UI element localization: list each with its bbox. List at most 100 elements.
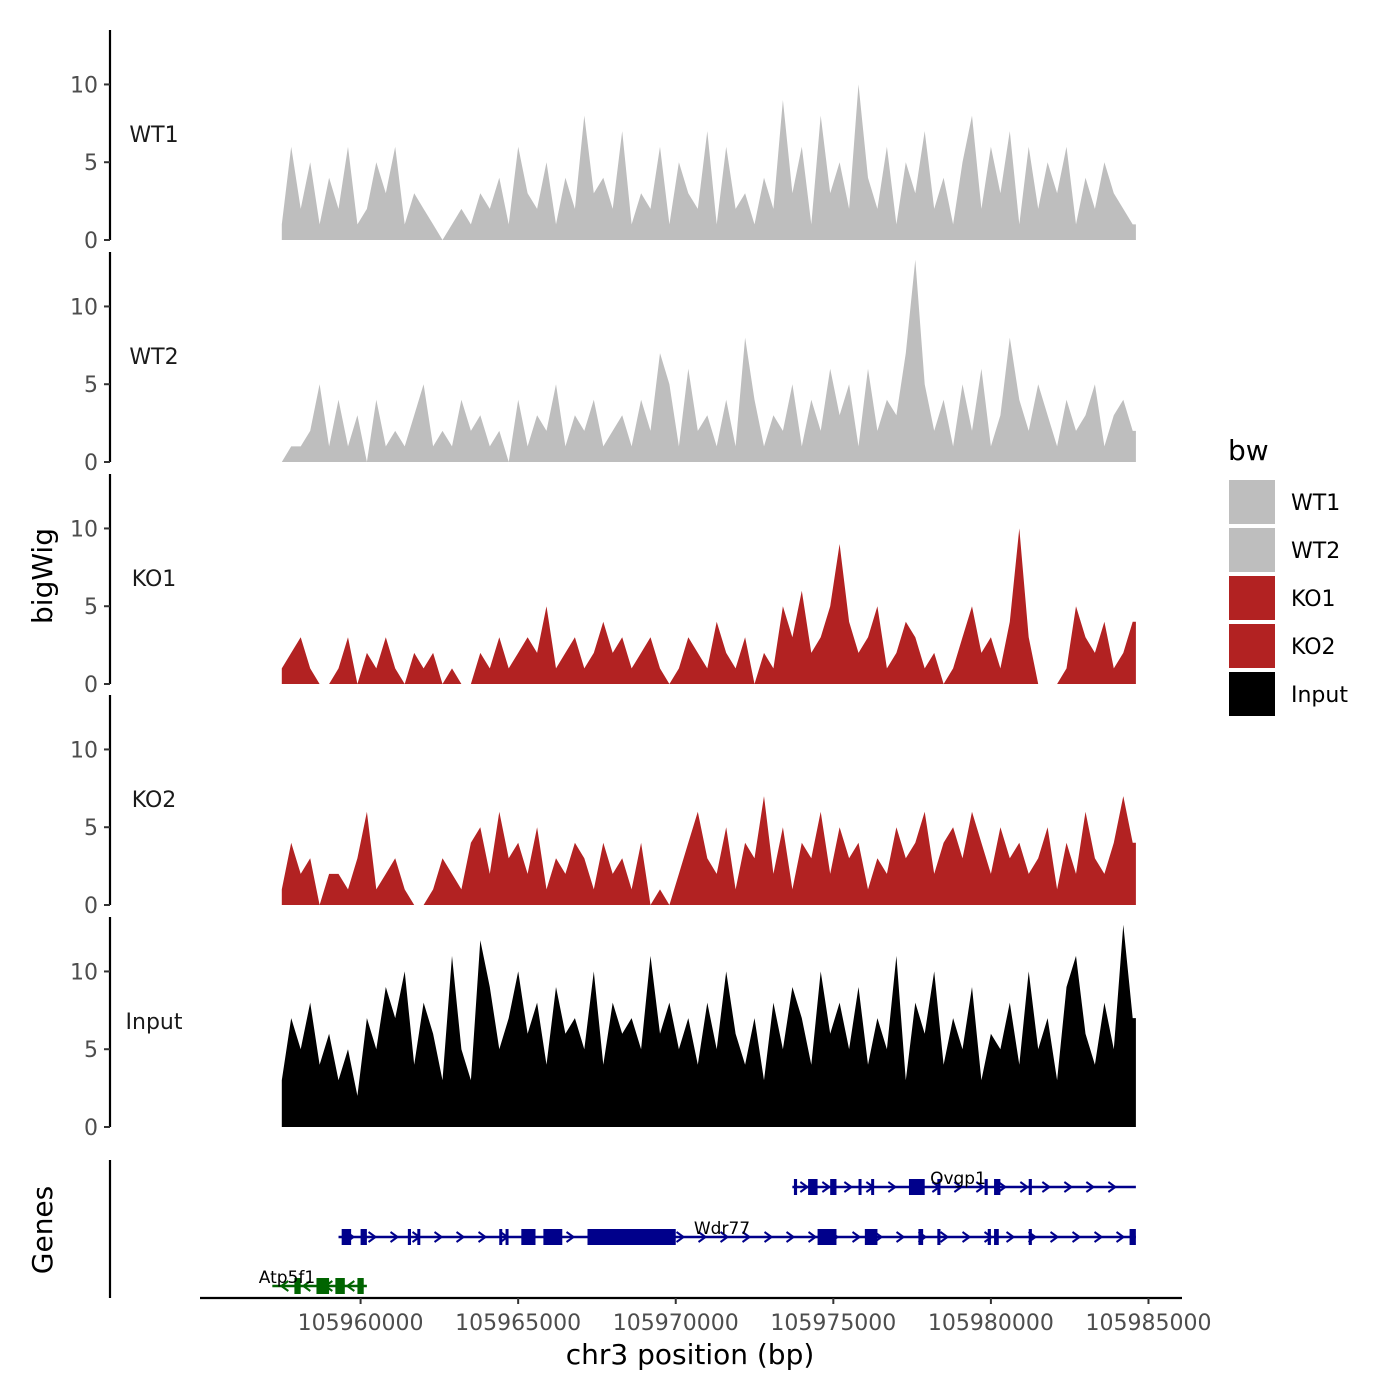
gene-exon bbox=[937, 1229, 941, 1245]
legend-label: KO1 bbox=[1291, 587, 1336, 612]
x-tick-label: 105980000 bbox=[928, 1311, 1054, 1336]
gene-exon bbox=[994, 1229, 999, 1245]
legend-entry-ko1: KO1 bbox=[1229, 576, 1336, 620]
x-axis-title: chr3 position (bp) bbox=[566, 1338, 815, 1371]
gene-exon bbox=[335, 1278, 345, 1294]
legend-entry-input: Input bbox=[1229, 672, 1348, 716]
gene-exon bbox=[987, 1229, 991, 1245]
strand-arrow bbox=[477, 1231, 488, 1243]
strand-arrow bbox=[345, 1280, 355, 1292]
y-tick-label: 5 bbox=[84, 1038, 98, 1063]
y-tick-label: 5 bbox=[84, 595, 98, 620]
gene-label: Ovgp1 bbox=[930, 1169, 986, 1189]
gene-exon bbox=[543, 1229, 563, 1245]
gene-label: Atp5f1 bbox=[259, 1268, 315, 1288]
track-ko1: 0 5 10 KO1 bbox=[70, 474, 1136, 698]
strand-arrow bbox=[1107, 1181, 1118, 1193]
strand-arrow bbox=[1005, 1231, 1016, 1243]
legend-entry-wt2: WT2 bbox=[1229, 528, 1340, 572]
y-tick-label: 10 bbox=[70, 73, 98, 98]
y-tick-label: 10 bbox=[70, 738, 98, 763]
track-ko2: 0 5 10 KO2 bbox=[70, 695, 1136, 919]
legend-swatch bbox=[1229, 576, 1275, 620]
strand-arrow bbox=[953, 1181, 964, 1193]
strand-arrow bbox=[763, 1231, 774, 1243]
strand-arrow bbox=[455, 1231, 466, 1243]
y-tick-label: 10 bbox=[70, 295, 98, 320]
strand-arrow bbox=[1019, 1181, 1030, 1193]
gene-exon bbox=[505, 1229, 509, 1245]
gene-exon bbox=[587, 1229, 676, 1245]
gene-exon bbox=[864, 1229, 878, 1245]
legend-swatch bbox=[1229, 528, 1275, 572]
strand-arrow bbox=[1093, 1231, 1104, 1243]
legend-swatch bbox=[1229, 672, 1275, 716]
gene-exon bbox=[341, 1229, 352, 1245]
x-tick-label: 105965000 bbox=[455, 1311, 581, 1336]
track-wt1: 0 5 10 WT1 bbox=[70, 30, 1136, 254]
gene-exon bbox=[521, 1229, 536, 1245]
strand-arrow bbox=[997, 1181, 1008, 1193]
strand-arrow bbox=[1115, 1231, 1126, 1243]
strand-arrow bbox=[983, 1231, 994, 1243]
x-axis: 105960000 105965000 105970000 105975000 1059… bbox=[200, 1296, 1211, 1336]
legend-label: Input bbox=[1291, 683, 1348, 708]
strand-arrow bbox=[697, 1231, 708, 1243]
strand-arrow bbox=[565, 1231, 576, 1243]
gene-exon bbox=[984, 1179, 988, 1195]
strand-arrow bbox=[821, 1181, 832, 1193]
x-tick-label: 105960000 bbox=[298, 1311, 424, 1336]
y-tick-label: 5 bbox=[84, 151, 98, 176]
track-label: KO1 bbox=[132, 567, 177, 592]
gene-exon bbox=[357, 1278, 364, 1294]
strand-arrow bbox=[433, 1231, 444, 1243]
legend-entry-ko2: KO2 bbox=[1229, 624, 1336, 668]
gene-exon bbox=[1028, 1229, 1032, 1245]
gene-exon bbox=[1129, 1229, 1136, 1245]
strand-arrow bbox=[719, 1231, 730, 1243]
track-label: Input bbox=[126, 1010, 183, 1035]
track-input: 0 5 10 Input bbox=[70, 917, 1136, 1141]
gene-exon bbox=[499, 1229, 503, 1245]
gene-exon bbox=[908, 1179, 925, 1195]
legend-title: bw bbox=[1228, 434, 1269, 467]
track-label: WT2 bbox=[129, 345, 178, 370]
strand-arrow bbox=[887, 1181, 898, 1193]
gene-ovgp1: Ovgp1 bbox=[792, 1169, 1136, 1195]
y-axis-title: bigWig bbox=[26, 528, 59, 624]
strand-arrow bbox=[799, 1181, 810, 1193]
gene-exon bbox=[817, 1229, 837, 1245]
legend-swatch bbox=[1229, 480, 1275, 524]
gene-exon bbox=[871, 1179, 875, 1195]
strand-arrow bbox=[675, 1231, 686, 1243]
strand-arrow bbox=[851, 1231, 862, 1243]
gene-exon bbox=[918, 1229, 924, 1245]
y-tick-label: 10 bbox=[70, 517, 98, 542]
gene-exon bbox=[830, 1179, 837, 1195]
track-label: WT1 bbox=[129, 123, 178, 148]
strand-arrow bbox=[301, 1280, 311, 1292]
strand-arrow bbox=[1085, 1181, 1096, 1193]
strand-arrow bbox=[939, 1231, 950, 1243]
strand-arrow bbox=[961, 1231, 972, 1243]
strand-arrow bbox=[389, 1231, 400, 1243]
gene-exon bbox=[294, 1278, 301, 1294]
gene-exon bbox=[994, 1179, 1001, 1195]
track-label: KO2 bbox=[132, 788, 177, 813]
y-tick-label: 0 bbox=[84, 1116, 98, 1141]
gene-exon bbox=[316, 1278, 330, 1294]
gene-exon bbox=[1028, 1179, 1032, 1195]
strand-arrow bbox=[367, 1231, 378, 1243]
y-tick-label: 10 bbox=[70, 960, 98, 985]
coverage-area bbox=[281, 259, 1136, 462]
gene-exon bbox=[793, 1179, 798, 1195]
coverage-area bbox=[281, 84, 1136, 241]
strand-arrow bbox=[843, 1181, 854, 1193]
genes-axis-title: Genes bbox=[26, 1186, 59, 1274]
legend-label: WT2 bbox=[1291, 539, 1340, 564]
legend-label: KO2 bbox=[1291, 635, 1336, 660]
legend: bw WT1 WT2 KO1 KO2 Input bbox=[1228, 434, 1348, 716]
gene-atp5f1: Atp5f1 bbox=[259, 1268, 367, 1294]
strand-arrow bbox=[1063, 1181, 1074, 1193]
